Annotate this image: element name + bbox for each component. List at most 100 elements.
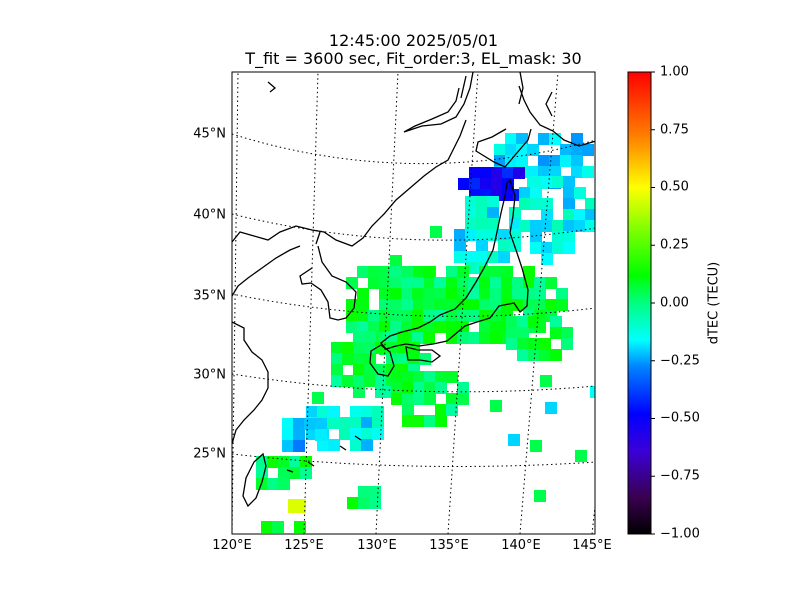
dtec-cell: [527, 144, 539, 156]
dtec-cell: [364, 342, 376, 354]
dtec-cell: [574, 220, 586, 232]
dtec-cell: [539, 338, 551, 350]
map-frame: [231, 71, 596, 535]
dtec-cell: [412, 310, 424, 322]
dtec-cell: [582, 144, 594, 156]
dtec-cell: [502, 178, 514, 190]
dtec-cell: [350, 406, 362, 418]
dtec-cell: [530, 198, 542, 210]
dtec-cell: [430, 226, 442, 238]
dtec-cell: [402, 404, 414, 416]
dtec-cell: [454, 229, 466, 241]
dtec-cell: [368, 321, 380, 333]
dtec-cell: [408, 353, 420, 365]
dtec-cell: [315, 418, 327, 430]
dtec-cell: [401, 277, 413, 289]
dtec-cell: [435, 382, 447, 394]
dtec-cell: [435, 371, 447, 383]
dtec-cell: [490, 299, 502, 311]
dtec-cell: [585, 209, 595, 221]
dtec-cell: [454, 251, 466, 263]
coastline-sakhalin: [267, 72, 524, 105]
dtec-cell: [353, 386, 365, 398]
dtec-cell: [402, 393, 414, 405]
dtec-cell: [261, 521, 273, 533]
dtec-cell: [412, 277, 424, 289]
dtec-cell: [312, 392, 324, 404]
dtec-cell: [519, 198, 531, 210]
dtec-cell: [364, 364, 376, 376]
dtec-cell: [353, 364, 365, 376]
dtec-cell: [523, 277, 535, 289]
dtec-cell: [342, 342, 354, 354]
colorbar-tick-label: −0.75: [660, 468, 700, 484]
dtec-cell: [519, 220, 531, 232]
dtec-cell: [412, 288, 424, 300]
dtec-cell: [390, 299, 402, 311]
dtec-cell: [498, 251, 510, 263]
dtec-cell: [282, 429, 294, 441]
dtec-cell: [267, 456, 279, 468]
dtec-cell: [563, 209, 575, 221]
colorbar-tick-label: 0.75: [660, 122, 689, 138]
dtec-cell: [494, 144, 506, 156]
dtec-cell: [538, 133, 550, 145]
dtec-cell: [487, 207, 499, 219]
colorbar-tick-label: 0.50: [660, 179, 689, 195]
dtec-cell: [446, 404, 458, 416]
dtec-cell: [498, 240, 510, 252]
dtec-cell: [457, 332, 469, 344]
dtec-cell: [582, 166, 594, 178]
dtec-cell: [476, 229, 488, 241]
dtec-cell: [256, 456, 268, 468]
dtec-cell: [361, 417, 373, 429]
dtec-cell: [435, 404, 447, 416]
dtec-cell: [479, 332, 491, 344]
dtec-cell: [505, 133, 517, 145]
dtec-cell: [346, 299, 358, 311]
graticule-lon-135: [447, 72, 479, 534]
dtec-cell: [575, 450, 587, 462]
dtec-cell: [539, 349, 551, 361]
dtec-cell: [571, 155, 583, 167]
dtec-cell: [552, 176, 564, 188]
dtec-cell: [369, 486, 381, 498]
dtec-cell: [563, 231, 575, 243]
dtec-cell: [574, 187, 586, 199]
map-area: [232, 72, 595, 534]
dtec-cell: [397, 353, 409, 365]
dtec-cell: [446, 371, 458, 383]
dtec-cell: [454, 240, 466, 252]
dtec-cell: [342, 375, 354, 387]
dtec-cell: [375, 386, 387, 398]
dtec-cell: [523, 299, 535, 311]
dtec-cell: [390, 277, 402, 289]
dtec-cell: [534, 288, 546, 300]
dtec-cell: [490, 400, 502, 412]
dtec-cell: [446, 393, 458, 405]
dtec-cell: [364, 331, 376, 343]
dtec-cell: [545, 402, 557, 414]
dtec-cell: [390, 310, 402, 322]
dtec-cell: [339, 417, 351, 429]
dtec-cell: [457, 310, 469, 322]
dtec-cell: [538, 166, 550, 178]
dtec-cell: [469, 167, 481, 179]
dtec-cell: [347, 497, 359, 509]
dtec-cell: [375, 375, 387, 387]
dtec-cell: [465, 218, 477, 230]
dtec-cell: [457, 393, 469, 405]
graticule-lon-130: [375, 72, 399, 534]
dtec-cell: [458, 178, 470, 190]
dtec-cell: [517, 327, 529, 339]
dtec-cell: [289, 467, 301, 479]
dtec-cell: [541, 209, 553, 221]
dtec-cell: [364, 375, 376, 387]
dtec-cell: [379, 321, 391, 333]
dtec-cell: [491, 178, 503, 190]
dtec-cell: [293, 418, 305, 430]
coastline-shikoku: [405, 346, 442, 363]
dtec-cell: [506, 316, 518, 328]
dtec-cell: [465, 196, 477, 208]
dtec-cell: [487, 218, 499, 230]
